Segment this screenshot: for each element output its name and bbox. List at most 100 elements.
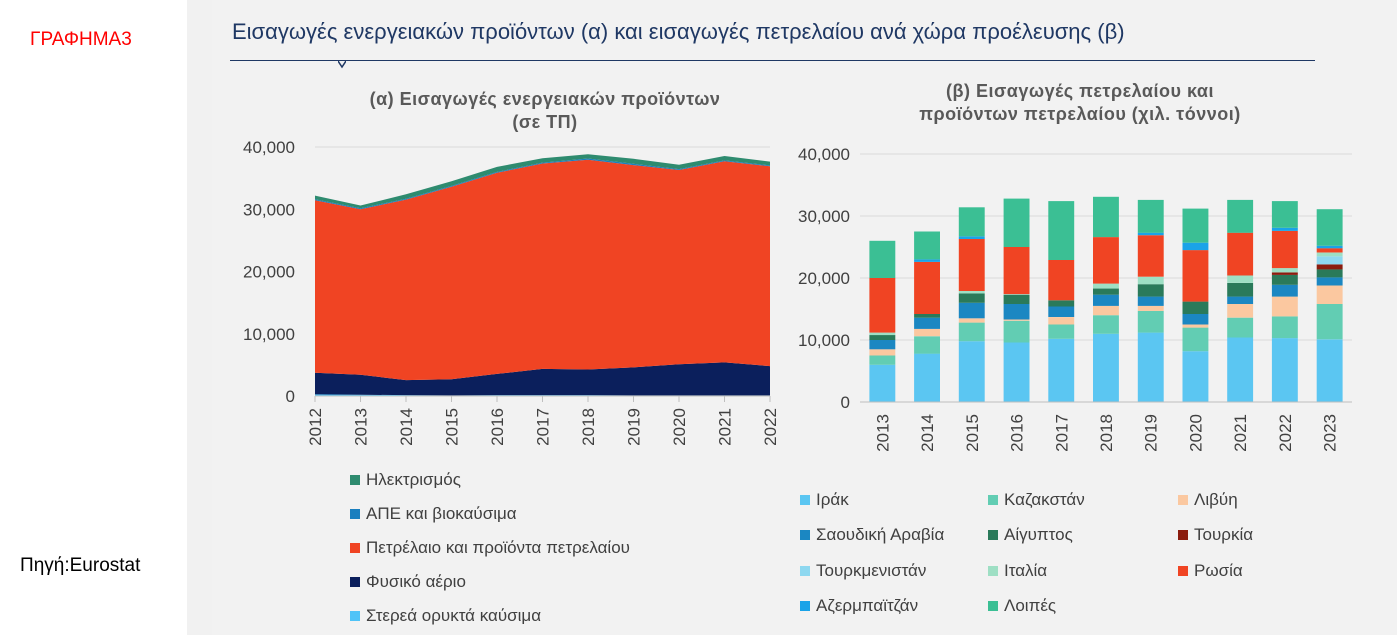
chart-a-y-tick-label: 0 xyxy=(286,387,295,406)
chart-b-x-tick-label: 2014 xyxy=(918,414,937,452)
gutter xyxy=(187,0,212,635)
chart-b-x-tick-label: 2016 xyxy=(1008,414,1027,452)
chart-b-legend-label: Σαουδική Αραβία xyxy=(816,525,945,544)
chart-a-legend-item: Ηλεκτρισμός xyxy=(350,470,461,490)
chart-b-bar-segment xyxy=(958,318,985,323)
chart-b-bar-segment xyxy=(869,335,896,340)
chart-b-bar-segment xyxy=(1048,317,1075,325)
chart-a-x-tick-label: 2014 xyxy=(397,408,416,446)
chart-b-bar-segment xyxy=(1137,296,1164,306)
chart-b-bar-segment xyxy=(1316,304,1343,340)
chart-b-bar-segment xyxy=(914,314,940,318)
chart-b-bar-segment xyxy=(1093,196,1119,238)
chart-a-title-line2: (σε ΤΠ) xyxy=(512,112,578,132)
chart-a-legend-swatch xyxy=(350,577,360,587)
chart-b-bar-segment xyxy=(1271,316,1298,339)
chart-b-bar-segment xyxy=(1271,338,1298,402)
chart-a-x-tick-label: 2018 xyxy=(579,408,598,446)
chart-b-bar-segment xyxy=(1093,237,1119,284)
chart-b-bar-segment xyxy=(1003,294,1030,304)
chart-b-x-tick-label: 2017 xyxy=(1052,414,1071,452)
chart-b-x-tick-label: 2018 xyxy=(1097,414,1116,452)
chart-b-legend-swatch xyxy=(800,530,810,540)
chart-a-legend-item: Φυσικό αέριο xyxy=(350,572,466,592)
chart-b-bar-segment xyxy=(1137,235,1164,277)
chart-a-legend-label: Φυσικό αέριο xyxy=(366,572,466,591)
chart-b-bar-segment xyxy=(914,261,940,314)
chart-b-legend-swatch xyxy=(800,495,810,505)
chart-a-title-line1: (α) Εισαγωγές ενεργειακών προϊόντων xyxy=(369,89,721,109)
chart-b-bar-segment xyxy=(1316,209,1343,246)
chart-b-bar-segment xyxy=(1182,242,1209,251)
chart-b-bar-segment xyxy=(869,364,896,402)
chart-b-title-line2: προϊόντων πετρελαίου (χιλ. τόννοι) xyxy=(919,104,1241,124)
chart-a-x-tick-label: 2012 xyxy=(306,408,325,446)
chart-b-bar-segment xyxy=(1093,294,1119,306)
chart-a-x-tick-label: 2013 xyxy=(352,408,371,446)
chart-b-legend-item: Αίγυπτος xyxy=(988,525,1073,545)
chart-a-area-series-2 xyxy=(315,159,770,381)
chart-a-legend-label: Πετρέλαιο και προϊόντα πετρελαίου xyxy=(366,538,630,557)
chart-a-x-tick-label: 2021 xyxy=(716,408,735,446)
chart-a-legend-label: Στερεά ορυκτά καύσιμα xyxy=(366,606,542,625)
chart-b-bar-segment xyxy=(1048,260,1075,301)
chart-b-bar-segment xyxy=(1316,269,1343,278)
chart-b-bar-segment xyxy=(1182,351,1209,402)
chart-b-x-tick-label: 2022 xyxy=(1276,414,1295,452)
chart-a-legend-item: ΑΠΕ και βιοκαύσιμα xyxy=(350,504,517,524)
chart-b-bar-segment xyxy=(1316,248,1343,253)
chart-b-legend-item: Λοιπές xyxy=(988,596,1056,616)
chart-b-legend-label: Ιράκ xyxy=(816,490,849,509)
chart-b-bar-segment xyxy=(869,355,896,365)
chart-b-bar-segment xyxy=(914,259,940,262)
chart-b-bar-segment xyxy=(1182,208,1209,243)
chart-a-legend-swatch xyxy=(350,543,360,553)
chart-a-legend-swatch xyxy=(350,475,360,485)
chart-b-bar-segment xyxy=(1316,264,1343,270)
chart-a-area-plot: 0 10,000 20,000 30,000 40,000 2012 2013 2014 201… xyxy=(243,138,780,446)
chart-b-bar-segment xyxy=(1003,319,1030,321)
chart-a-x-tick-label: 2015 xyxy=(443,408,462,446)
chart-b-legend-item: Λιβύη xyxy=(1178,490,1238,510)
chart-b-x-tick-label: 2015 xyxy=(963,414,982,452)
chart-a-x-tick-label: 2016 xyxy=(488,408,507,446)
chart-b-bar-segment xyxy=(1227,283,1254,297)
chart-a-legend-item: Πετρέλαιο και προϊόντα πετρελαίου xyxy=(350,538,630,558)
chart-b-bar-segment xyxy=(1182,314,1209,325)
left-panel: ΓΡΑΦΗΜΑ3 Πηγή:Eurostat xyxy=(0,0,187,635)
chart-a-y-tick-label: 10,000 xyxy=(243,325,295,344)
chart-a-y-tick-label: 30,000 xyxy=(243,200,295,219)
chart-b-legend-swatch xyxy=(800,566,810,576)
chart-b-bar-segment xyxy=(1137,276,1164,285)
chart-b-bar-segment xyxy=(1316,252,1343,257)
chart-b-bar-segment xyxy=(958,322,985,342)
chart-b-bar-segment xyxy=(914,328,940,337)
chart-b-legend-swatch xyxy=(1178,530,1188,540)
chart-a-title: (α) Εισαγωγές ενεργειακών προϊόντων (σε … xyxy=(320,88,770,134)
chart-b-title-line1: (β) Εισαγωγές πετρελαίου και xyxy=(946,81,1214,101)
chart-b-bar-segment xyxy=(1137,332,1164,402)
chart-b-bar-segment xyxy=(1137,305,1164,311)
chart-b-bar-segment xyxy=(1048,338,1075,402)
chart-b-x-tick-label: 2013 xyxy=(873,414,892,452)
chart-b-bar-segment xyxy=(1003,198,1030,247)
chart-b-bar-segment xyxy=(1271,296,1298,317)
chart-b-bar-segment xyxy=(1093,288,1119,295)
chart-a-x-tick-label: 2020 xyxy=(670,408,689,446)
chart-b-legend-swatch xyxy=(988,566,998,576)
chart-b-legend-item: Ρωσία xyxy=(1178,561,1243,581)
chart-b-bar-segment xyxy=(914,353,940,402)
chart-b-legend-label: Ιταλία xyxy=(1004,561,1048,580)
chart-b-bar-segment xyxy=(1048,300,1075,307)
chart-b-bar-segment xyxy=(1093,305,1119,316)
chart-b-legend-swatch xyxy=(1178,495,1188,505)
chart-b-bar-segment xyxy=(1093,333,1119,402)
chart-a-x-tick-label: 2022 xyxy=(761,408,780,446)
chart-b-legend-label: Καζακστάν xyxy=(1004,490,1085,509)
chart-b-bar-segment xyxy=(869,332,896,336)
chart-b-title: (β) Εισαγωγές πετρελαίου και προϊόντων π… xyxy=(860,80,1300,126)
source-label: Πηγή:Eurostat xyxy=(20,555,141,576)
chart-b-bar-segment xyxy=(1227,232,1254,276)
chart-b-bar-segment xyxy=(1316,285,1343,304)
chart-b-legend-item: Ιράκ xyxy=(800,490,849,510)
